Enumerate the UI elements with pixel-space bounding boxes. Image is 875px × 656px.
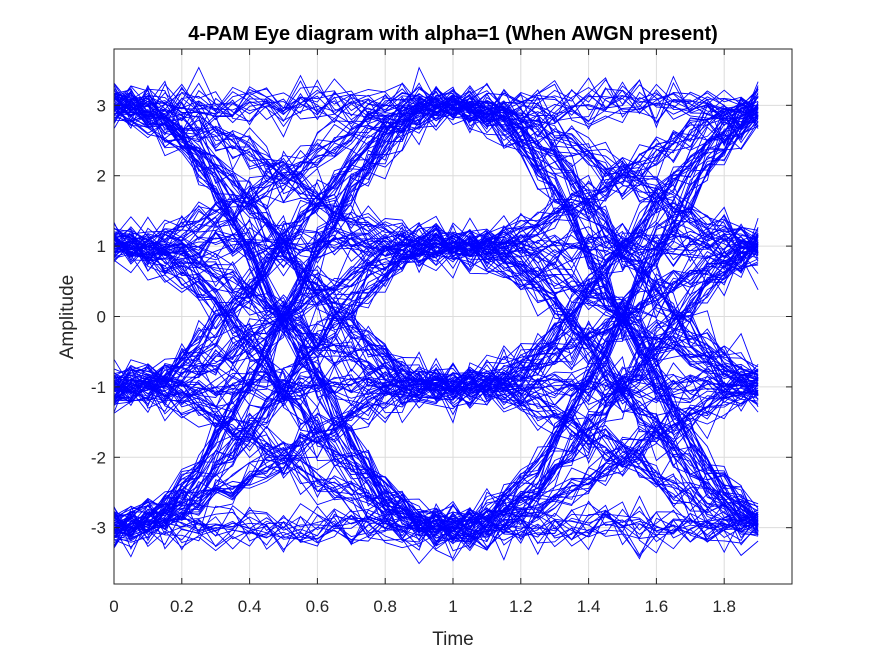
x-tick-label: 0.8	[373, 597, 397, 616]
y-tick-label: -1	[91, 378, 106, 397]
eye-trace	[113, 66, 759, 250]
eye-trace	[113, 85, 759, 258]
x-tick-label: 1.2	[509, 597, 533, 616]
eye-trace	[113, 223, 759, 561]
eye-trace	[113, 80, 759, 515]
eye-trace	[113, 114, 759, 277]
eye-trace	[113, 101, 759, 539]
y-axis: 3 2 1 0 -1 -2 -3	[91, 96, 792, 538]
eye-trace	[113, 94, 759, 387]
eye-trace	[113, 79, 759, 129]
eye-trace	[113, 219, 759, 275]
eye-trace	[113, 99, 759, 392]
y-tick-label: -3	[91, 519, 106, 538]
eye-trace	[113, 78, 759, 380]
x-tick-label: 0.4	[238, 597, 262, 616]
eye-trace	[113, 88, 759, 258]
eye-trace	[113, 88, 759, 258]
x-tick-label: 1.4	[577, 597, 601, 616]
eye-trace	[113, 82, 759, 245]
y-tick-label: 0	[97, 308, 106, 327]
eye-trace	[113, 96, 759, 400]
eye-trace	[113, 217, 759, 404]
x-axis: 0 0.2 0.4 0.6 0.8 1 1.2 1.4 1.6 1.8	[109, 49, 736, 616]
eye-trace	[113, 106, 759, 392]
eye-trace	[113, 66, 759, 525]
y-tick-label: -2	[91, 448, 106, 467]
x-tick-label: 1	[448, 597, 457, 616]
eye-trace	[113, 237, 759, 405]
eye-trace	[113, 85, 759, 416]
eye-trace	[113, 81, 759, 267]
eye-trace	[113, 84, 759, 126]
eye-trace	[113, 79, 759, 130]
eye-trace	[113, 94, 759, 390]
eye-traces	[113, 66, 759, 565]
eye-trace	[113, 242, 759, 530]
y-axis-label: Amplitude	[57, 275, 78, 360]
x-tick-label: 1.8	[712, 597, 736, 616]
eye-trace	[113, 100, 759, 534]
eye-trace	[113, 227, 759, 393]
eye-trace	[113, 92, 759, 270]
y-tick-label: 2	[97, 167, 106, 186]
x-tick-label: 0.6	[306, 597, 330, 616]
eye-trace	[113, 119, 759, 559]
eye-trace	[113, 103, 759, 532]
eye-trace	[113, 92, 759, 258]
eye-trace	[113, 108, 759, 400]
eye-trace	[113, 235, 759, 543]
eye-trace	[113, 107, 759, 396]
x-tick-label: 1.6	[645, 597, 669, 616]
eye-trace	[113, 109, 759, 526]
eye-trace	[113, 102, 759, 279]
eye-trace	[113, 102, 759, 396]
x-axis-label: Time	[432, 629, 474, 650]
y-tick-label: 3	[97, 96, 106, 115]
eye-trace	[113, 100, 759, 390]
eye-trace	[113, 101, 759, 397]
eye-trace	[113, 105, 759, 529]
eye-trace	[113, 98, 759, 267]
eye-trace	[113, 97, 759, 395]
eye-trace	[113, 103, 759, 532]
eye-trace	[113, 81, 759, 123]
y-tick-label: 1	[97, 237, 106, 256]
eye-trace	[113, 88, 759, 260]
eye-trace	[113, 242, 759, 407]
eye-trace	[113, 100, 759, 394]
eye-trace	[113, 82, 759, 392]
x-tick-label: 0.2	[170, 597, 194, 616]
eye-trace	[113, 102, 759, 394]
eye-trace	[113, 252, 759, 545]
eye-trace	[113, 85, 759, 262]
eye-trace	[113, 227, 759, 532]
eye-trace	[113, 91, 759, 527]
eye-trace	[113, 83, 759, 399]
eye-trace	[113, 85, 759, 257]
eye-trace	[113, 250, 759, 548]
x-tick-label: 0	[109, 597, 118, 616]
chart-title: 4-PAM Eye diagram with alpha=1 (When AWG…	[188, 23, 718, 45]
